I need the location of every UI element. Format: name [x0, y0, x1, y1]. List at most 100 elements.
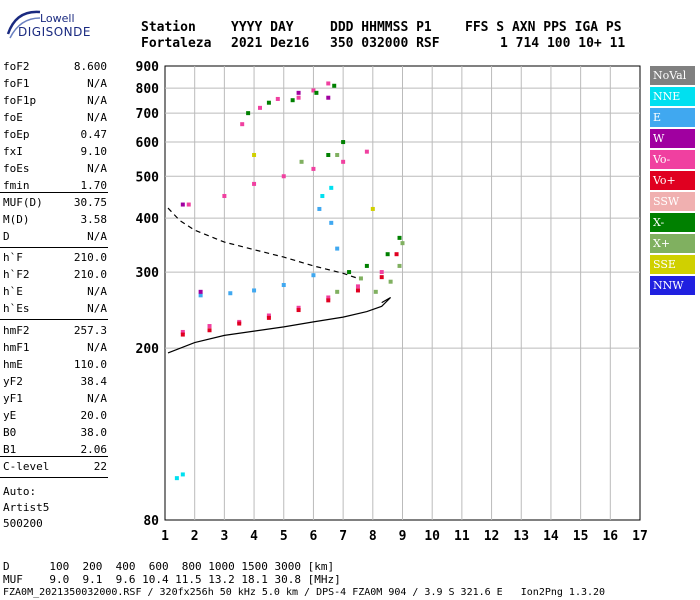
x-tick-label: 14 — [543, 529, 559, 544]
legend-item-w: W — [650, 129, 695, 148]
data-point-voplus — [180, 332, 185, 337]
y-tick-label: 700 — [136, 107, 160, 122]
param-value: 8.600 — [73, 60, 107, 73]
digisonde-logo — [6, 10, 41, 39]
header-value-params: 1 714 100 10+ 11 — [500, 36, 626, 51]
param-row: foF1 N/A — [3, 77, 107, 94]
x-tick-label: 13 — [513, 529, 529, 544]
param-key: foEp — [3, 128, 30, 141]
legend-item-sse: SSE — [650, 255, 695, 274]
x-tick-label: 7 — [339, 529, 347, 544]
param-row: B1 2.06 — [3, 443, 107, 460]
param-key: MUF(D) — [3, 196, 43, 209]
data-point-w — [180, 202, 185, 207]
x-tick-label: 4 — [250, 529, 258, 544]
param-key: foEs — [3, 162, 30, 175]
param-row: h`E N/A — [3, 285, 107, 302]
data-point-vominus — [311, 166, 316, 171]
legend-item-nnw: NNW — [650, 276, 695, 295]
data-point-vominus — [341, 159, 346, 164]
param-key: foF2 — [3, 60, 30, 73]
y-tick-label: 500 — [136, 170, 160, 185]
param-value: 30.75 — [73, 196, 107, 209]
param-value: 210.0 — [73, 251, 107, 264]
logo-lowell: Lowell — [40, 12, 75, 25]
param-value: N/A — [87, 341, 107, 354]
param-key: h`Es — [3, 302, 30, 315]
data-point-voplus — [296, 308, 301, 313]
auto-code: 500200 — [3, 517, 43, 530]
param-key: yF1 — [3, 392, 23, 405]
y-tick-label: 600 — [136, 136, 160, 151]
divider — [0, 192, 108, 193]
muf-row: MUF 9.0 9.1 9.6 10.4 11.5 13.2 18.1 30.8… — [3, 573, 341, 586]
header-value-station: Fortaleza — [141, 36, 212, 51]
param-row: hmE 110.0 — [3, 358, 107, 375]
param-key: foF1p — [3, 94, 37, 107]
data-point-xminus — [397, 235, 402, 240]
auto-artist: Artist5 — [3, 501, 50, 514]
header-value-date: 2021 Dez16 — [231, 36, 310, 51]
param-row: yF2 38.4 — [3, 375, 107, 392]
profile-line — [167, 296, 392, 354]
data-point-e — [198, 293, 203, 298]
legend-item-ssw: SSW — [650, 192, 695, 211]
param-value: 3.58 — [80, 213, 108, 226]
x-tick-label: 12 — [484, 529, 500, 544]
param-value: N/A — [87, 392, 107, 405]
data-point-xminus — [266, 100, 271, 105]
param-value: N/A — [87, 77, 107, 90]
x-tick-label: 1 — [161, 529, 169, 544]
param-value: 9.10 — [80, 145, 108, 158]
param-key: foF1 — [3, 77, 30, 90]
data-point-e — [317, 206, 322, 211]
data-point-vominus — [296, 95, 301, 100]
legend-item-x-minus: X- — [650, 213, 695, 232]
param-key: hmE — [3, 358, 23, 371]
param-value: 1.70 — [80, 179, 108, 192]
data-point-voplus — [237, 321, 242, 326]
y-tick-label: 400 — [136, 212, 160, 227]
param-row: fxI 9.10 — [3, 145, 107, 162]
data-point-vominus — [326, 81, 331, 86]
header-label-time: DDD HHMMSS P1 — [330, 20, 432, 35]
param-value: 110.0 — [73, 358, 107, 371]
legend-item-nne: NNE — [650, 87, 695, 106]
data-point-vominus — [355, 284, 360, 289]
x-tick-label: 2 — [191, 529, 199, 544]
data-point-nne — [329, 185, 334, 190]
param-row: yE 20.0 — [3, 409, 107, 426]
param-value: 2.06 — [80, 443, 108, 456]
data-point-voplus — [379, 275, 384, 280]
param-key: h`F — [3, 251, 23, 264]
legend-item-x-plus: X+ — [650, 234, 695, 253]
data-point-xplus — [335, 289, 340, 294]
data-point-voplus — [326, 298, 331, 303]
param-key: h`F2 — [3, 268, 30, 281]
param-row: hmF2 257.3 — [3, 324, 107, 341]
data-point-vominus — [281, 174, 286, 179]
param-value: 38.0 — [80, 426, 108, 439]
param-row: h`Es N/A — [3, 302, 107, 319]
data-point-e — [252, 288, 257, 293]
param-row: yF1 N/A — [3, 392, 107, 409]
divider — [0, 477, 108, 478]
data-point-xplus — [400, 241, 405, 246]
x-tick-label: 3 — [220, 529, 228, 544]
x-tick-label: 16 — [602, 529, 618, 544]
param-key: D — [3, 230, 10, 243]
data-point-w — [198, 289, 203, 294]
param-row: hmF1 N/A — [3, 341, 107, 358]
param-value: 257.3 — [73, 324, 107, 337]
data-point-e — [335, 246, 340, 251]
data-point-e — [311, 273, 316, 278]
logo-digisonde: DIGISONDE — [18, 25, 91, 39]
data-point-xplus — [397, 263, 402, 268]
data-point-vominus — [180, 329, 185, 334]
legend-item-vo-plus: Vo+ — [650, 171, 695, 190]
data-point-w — [296, 90, 301, 95]
param-key: B1 — [3, 443, 17, 456]
data-point-vominus — [275, 96, 280, 101]
x-tick-label: 9 — [399, 529, 407, 544]
data-point-e — [281, 283, 286, 288]
